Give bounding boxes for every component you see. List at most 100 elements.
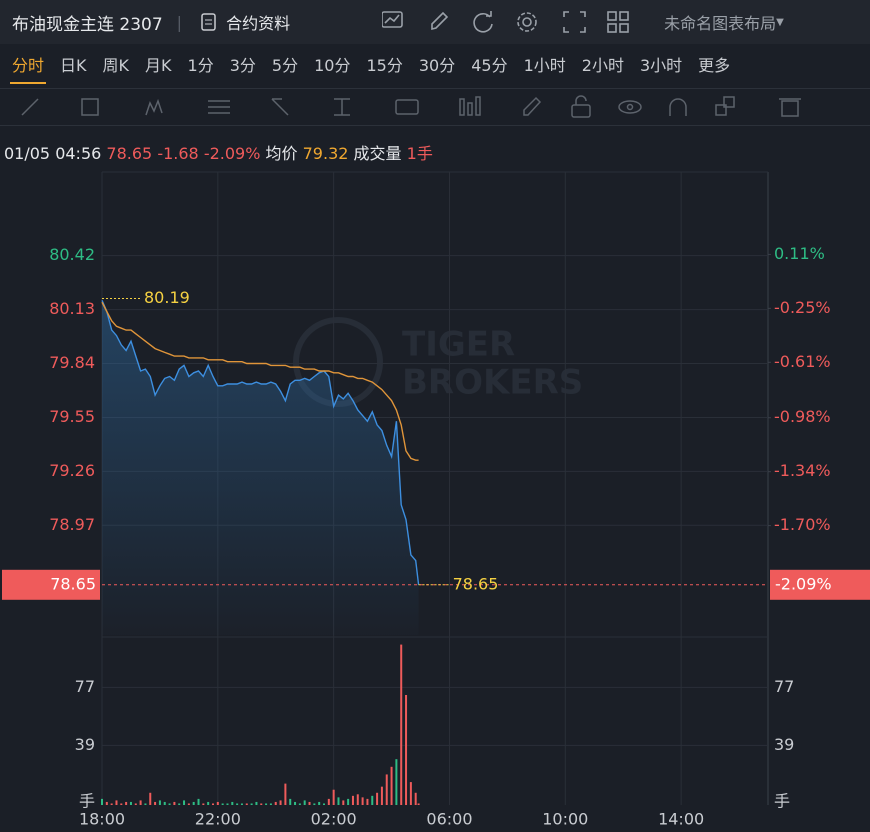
y2-tick-label: -0.61% [774, 352, 831, 371]
volume-unit: 手 [79, 792, 95, 811]
volume-bar [337, 797, 340, 805]
volume-bar [327, 798, 330, 805]
layout-name[interactable]: 未命名图表布局 [664, 14, 777, 33]
volume-bar [105, 801, 108, 805]
volume-bar [380, 786, 383, 805]
volume-bar [115, 800, 118, 805]
timeframe-tab[interactable]: 45分 [471, 56, 508, 75]
volume-bar [417, 803, 420, 805]
timeframe-tab[interactable]: 分时 [4, 44, 52, 88]
y2-tick-label: -1.34% [774, 461, 831, 480]
last-price-badge [2, 569, 100, 600]
drawing-toolbar [0, 95, 870, 126]
contract-info[interactable]: 合约资料 [226, 14, 291, 33]
volume-bar [221, 803, 224, 805]
volume-bar [323, 803, 325, 805]
header-icons[interactable] [382, 7, 652, 37]
volume-bar [183, 800, 186, 805]
x-tick-label: 06:00 [426, 810, 472, 829]
title: 布油现金主连 2307 [12, 14, 163, 35]
volume-bar [154, 801, 157, 805]
x-tick-label: 02:00 [311, 810, 357, 829]
volume-bar [308, 801, 311, 805]
x-tick-label: 14:00 [658, 810, 704, 829]
timeframe-tab[interactable]: 周K [102, 56, 130, 75]
datetime: 01/05 04:56 [4, 144, 102, 163]
volume-bar [216, 801, 219, 805]
timeframe-tab[interactable]: 10分 [314, 56, 351, 75]
x-tick-label: 10:00 [542, 810, 588, 829]
high-label: 80.19 [144, 288, 190, 307]
timeframe-tab[interactable]: 月K [145, 56, 172, 75]
volume-tick-label: 77 [75, 677, 95, 696]
volume-bar [366, 798, 369, 805]
doc-icon[interactable] [200, 12, 218, 32]
volume-bar [236, 803, 239, 805]
volume-bar [226, 803, 229, 805]
volume-bar [163, 801, 166, 805]
volume-bar [265, 803, 268, 805]
volume-bar [347, 798, 350, 805]
y-tick-label: 79.26 [49, 461, 95, 480]
timeframe-tab[interactable]: 5分 [271, 56, 299, 75]
volume-bar [168, 803, 171, 805]
volume-bar [409, 782, 412, 805]
x-tick-label: 22:00 [195, 810, 241, 829]
volume-bar [173, 801, 176, 805]
separator: | [176, 12, 183, 32]
volume-bar [202, 803, 205, 805]
volume-bar [187, 803, 190, 805]
header: 布油现金主连 2307 | 合约资料 未命名图表布局 ▼ [0, 0, 870, 44]
volume-bar [250, 803, 253, 805]
volume-bar [376, 792, 379, 805]
change-pct: -2.09% [203, 144, 261, 163]
y2-tick-label: -1.70% [774, 515, 831, 534]
last-price-label: 78.65 [453, 574, 499, 593]
volume-bar [385, 774, 388, 805]
volume-bar [197, 798, 200, 805]
volume-label: 成交量 [353, 144, 402, 163]
avg-price: 79.32 [302, 144, 349, 163]
volume-bar [231, 801, 234, 805]
volume-bar [332, 789, 335, 805]
timeframe-tab[interactable]: 更多 [698, 56, 731, 75]
volume-bar [390, 766, 393, 805]
y-tick-label: 79.55 [49, 407, 95, 426]
timeframe-tab[interactable]: 1小时 [523, 56, 566, 75]
price: 78.65 [106, 144, 153, 163]
volume-bar [294, 801, 297, 805]
volume-tick-label: 77 [774, 677, 794, 696]
timeframe-tab[interactable]: 2小时 [581, 56, 624, 75]
volume-bar [125, 801, 128, 805]
timeframe-tab[interactable]: 3小时 [639, 56, 683, 75]
volume-bar [371, 795, 374, 805]
volume-bar [178, 803, 181, 805]
volume-bar [260, 803, 263, 805]
avg-line [101, 301, 419, 461]
timeframe-tab[interactable]: 1分 [187, 56, 214, 75]
caret[interactable]: ▼ [776, 16, 784, 28]
info-bar: 01/05 04:56 78.65 -1.68 -2.09% 均价 79.32 … [4, 140, 433, 164]
volume-bar [255, 801, 258, 805]
volume-bar [284, 783, 287, 805]
volume-bar [207, 801, 210, 805]
timeframe-tab[interactable]: 15分 [366, 56, 403, 75]
volume-unit: 手 [774, 792, 790, 811]
timeframe-tab[interactable]: 30分 [418, 56, 456, 75]
y2-tick-label: 0.11% [774, 244, 825, 263]
volume-bar [120, 803, 123, 805]
volume-bar [303, 800, 306, 805]
price-line [101, 300, 420, 585]
timeframe-tab[interactable]: 日K [60, 56, 87, 75]
volume-bar [158, 800, 161, 805]
volume-bar [405, 695, 408, 805]
volume-bar [110, 803, 113, 805]
volume-bar [245, 803, 248, 805]
volume-bar [192, 801, 195, 805]
timeframe-tab[interactable]: 3分 [229, 56, 256, 75]
change: -1.68 [157, 144, 199, 163]
volume-bar [139, 800, 142, 805]
volume-bar [289, 798, 292, 805]
volume-bar [149, 792, 152, 805]
